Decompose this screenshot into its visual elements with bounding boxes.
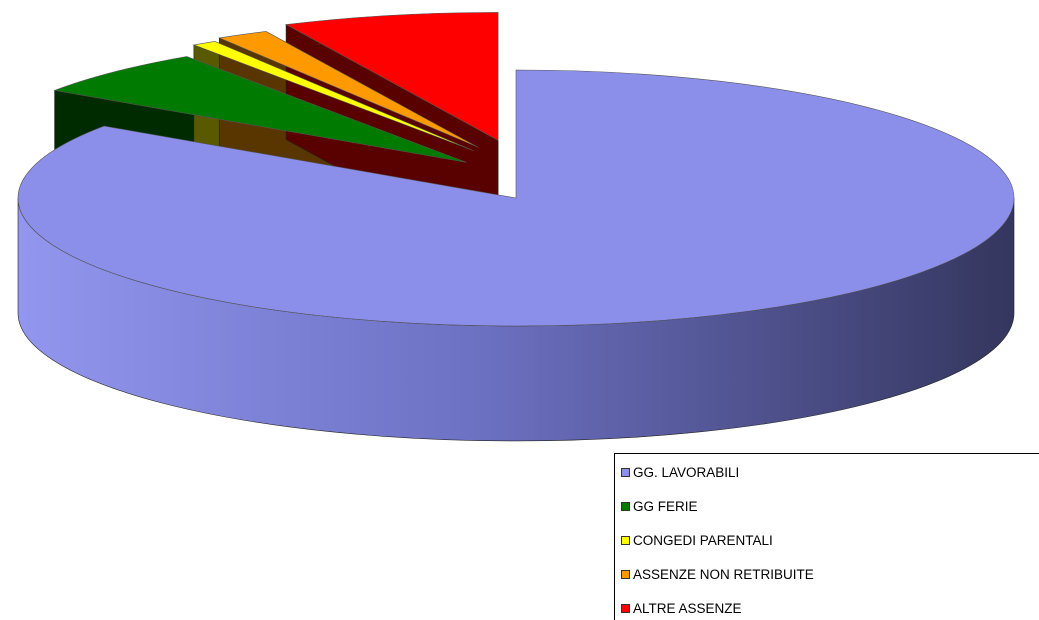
legend-swatch	[621, 467, 630, 477]
legend-label: CONGEDI PARENTALI	[633, 532, 773, 548]
pie-slice-gg-lavorabili	[17, 69, 1015, 327]
pie-slice-congedi-parentali	[192, 41, 474, 152]
legend-label: ALTRE ASSENZE	[633, 600, 742, 616]
legend-swatch	[621, 535, 630, 545]
pie-slice-gg-ferie	[53, 56, 467, 163]
legend-item-congedi-parentali: CONGEDI PARENTALI	[621, 531, 773, 549]
legend-item-assenze-non-retribuite: ASSENZE NON RETRIBUITE	[621, 565, 814, 583]
legend-label: GG. LAVORABILI	[633, 464, 740, 480]
pie-slice-assenze-non-retribuite	[218, 31, 479, 148]
legend-swatch	[621, 603, 630, 613]
legend-label: ASSENZE NON RETRIBUITE	[633, 566, 814, 582]
legend-swatch	[621, 501, 630, 511]
legend-item-altre-assenze: ALTRE ASSENZE	[621, 599, 742, 617]
legend-label: GG FERIE	[633, 498, 698, 514]
legend-swatch	[621, 569, 630, 579]
legend-item-gg-lavorabili: GG. LAVORABILI	[621, 463, 739, 481]
chart-legend: GG. LAVORABILI GG FERIE CONGEDI PARENTALI A…	[614, 453, 1039, 620]
pie-slice-altre-assenze	[285, 12, 499, 141]
legend-item-gg-ferie: GG FERIE	[621, 497, 698, 515]
